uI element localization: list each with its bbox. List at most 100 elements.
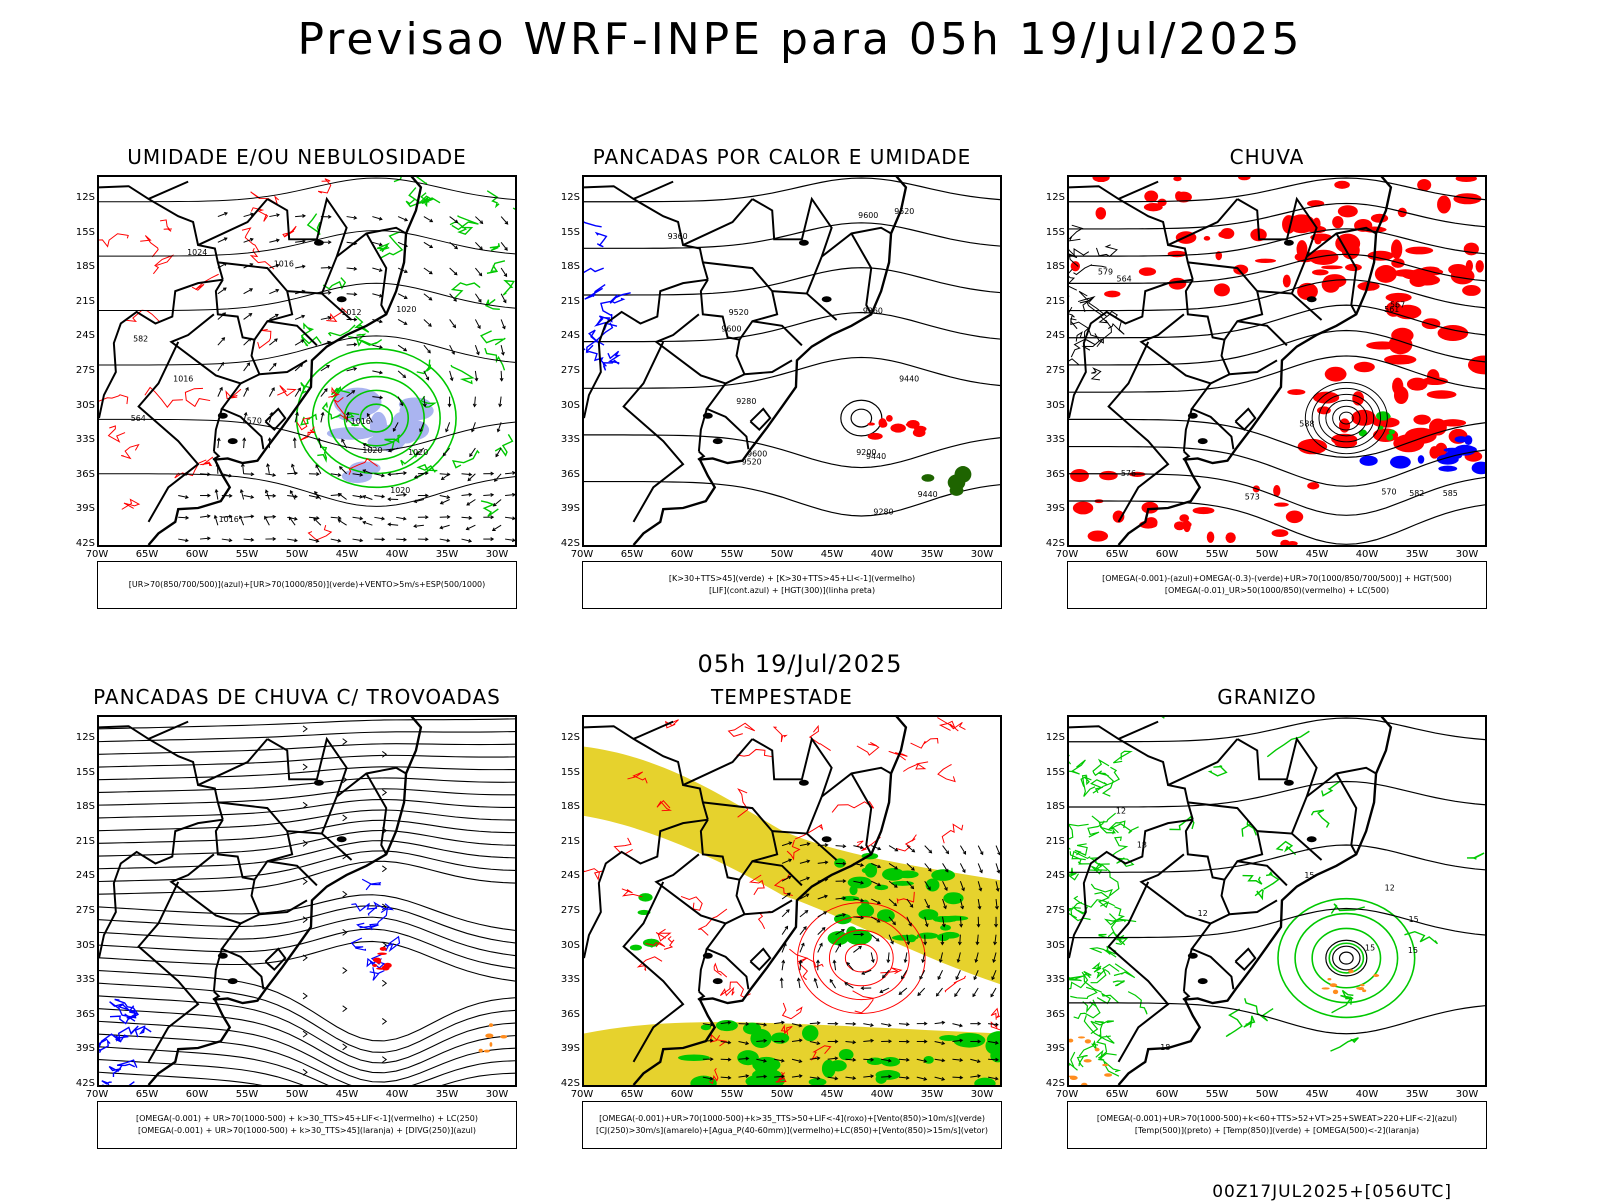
streamline <box>99 941 515 981</box>
wind-vector <box>443 448 449 456</box>
latitude-label: 12S <box>548 192 580 203</box>
longitude-label: 30W <box>486 1089 509 1100</box>
shaded-area <box>1214 283 1230 296</box>
wind-vector <box>970 1022 980 1025</box>
longitude-label: 55W <box>721 1089 744 1100</box>
contour-line <box>584 212 602 227</box>
longitude-label: 40W <box>871 1089 894 1100</box>
contour-label: 18 <box>1160 1043 1170 1052</box>
contour-label: 564 <box>131 414 146 423</box>
shaded-area <box>839 1049 854 1060</box>
streamline-arrow <box>303 955 307 961</box>
latitude-label: 27S <box>1033 365 1065 376</box>
wind-vector <box>338 520 346 525</box>
state-border <box>584 186 708 279</box>
streamline-arrow <box>343 1044 347 1050</box>
legend-line: [Temp(500)](preto) + [Temp(850)](verde) … <box>1135 1125 1419 1137</box>
contour-line <box>109 1066 122 1077</box>
state-border <box>744 900 792 914</box>
wind-vector <box>331 516 341 519</box>
wind-vector <box>800 943 804 952</box>
wind-vector <box>269 339 277 345</box>
wind-vector <box>450 319 456 327</box>
shaded-area <box>1088 531 1108 542</box>
shaded-area <box>1238 177 1250 180</box>
wind-vector <box>935 1021 945 1024</box>
wind-vector <box>920 970 925 979</box>
wind-vector <box>475 319 480 328</box>
shaded-area <box>937 934 949 942</box>
contour-line <box>1311 810 1328 827</box>
state-border <box>149 722 189 739</box>
lake <box>713 978 723 984</box>
shaded-area <box>1407 378 1428 391</box>
shaded-area <box>1462 285 1481 296</box>
latitude-label: 21S <box>63 296 95 307</box>
latitude-label: 42S <box>1033 538 1065 549</box>
map-svg: 1016102010201020102410161020101610121016… <box>99 177 515 545</box>
contour-line <box>185 388 210 406</box>
wind-vector <box>218 338 225 345</box>
latitude-label: 15S <box>63 767 95 778</box>
state-border <box>99 186 223 279</box>
coastline <box>149 177 421 545</box>
streamline <box>99 861 515 894</box>
wind-vector <box>363 521 372 525</box>
state-border <box>1229 360 1277 374</box>
lake <box>228 438 238 444</box>
legend-line: [OMEGA(-0.001)+UR>70(1000-500)+k>35_TTS>… <box>599 1113 985 1125</box>
contour-line <box>487 191 499 206</box>
shaded-area <box>1069 1039 1073 1043</box>
shaded-area <box>1225 532 1235 543</box>
contour-label: 1016 <box>274 260 294 269</box>
shaded-area <box>701 1024 711 1030</box>
contour-line <box>386 937 400 951</box>
wind-vector <box>991 988 996 997</box>
contour-label: 9360 <box>668 232 688 241</box>
wind-vector <box>853 946 861 952</box>
longitude-label: 45W <box>821 1089 844 1100</box>
shaded-area <box>1367 251 1393 261</box>
contour-label: 579 <box>1098 268 1113 277</box>
streamline <box>99 895 515 931</box>
wind-vector <box>836 845 846 848</box>
latitude-label: 12S <box>1033 732 1065 743</box>
panel-title: GRANIZO <box>1027 685 1507 709</box>
contour-line <box>1244 1016 1255 1028</box>
contour-line <box>1069 755 1071 764</box>
streamline-arrow <box>343 815 347 821</box>
shaded-area <box>1307 482 1319 489</box>
longitude-label: 45W <box>1306 549 1329 560</box>
shaded-area <box>881 1057 900 1066</box>
contour-line <box>1112 837 1127 856</box>
shaded-area <box>846 929 872 945</box>
lake <box>1198 978 1208 984</box>
wind-vector <box>374 474 384 477</box>
wind-vector <box>881 1024 891 1027</box>
shaded-area <box>1207 531 1215 542</box>
wind-vector <box>214 516 218 525</box>
contour-line <box>377 244 389 252</box>
latitude-label: 21S <box>548 836 580 847</box>
shaded-area <box>921 474 934 482</box>
wind-vector <box>266 464 269 474</box>
streamline <box>99 983 515 1052</box>
shaded-area <box>500 1035 507 1039</box>
panel-legend: [OMEGA(-0.001) + UR>70(1000-500) + k>30_… <box>97 1101 517 1149</box>
shaded-area <box>950 485 964 496</box>
latitude-label: 33S <box>1033 434 1065 445</box>
contour-line <box>1069 781 1485 807</box>
latitude-label: 30S <box>63 940 95 951</box>
streamline <box>99 996 515 1063</box>
contour-line <box>729 723 755 736</box>
contour-line <box>1210 766 1227 776</box>
streamline <box>99 1021 515 1082</box>
shaded-area <box>1348 969 1354 973</box>
contour-label: 9360 <box>863 307 883 316</box>
state-border <box>701 280 749 450</box>
shaded-area <box>867 1057 883 1065</box>
latitude-label: 39S <box>63 503 95 514</box>
wind-vector <box>943 846 949 854</box>
contour-line <box>584 864 602 879</box>
wind-vector <box>973 988 978 996</box>
